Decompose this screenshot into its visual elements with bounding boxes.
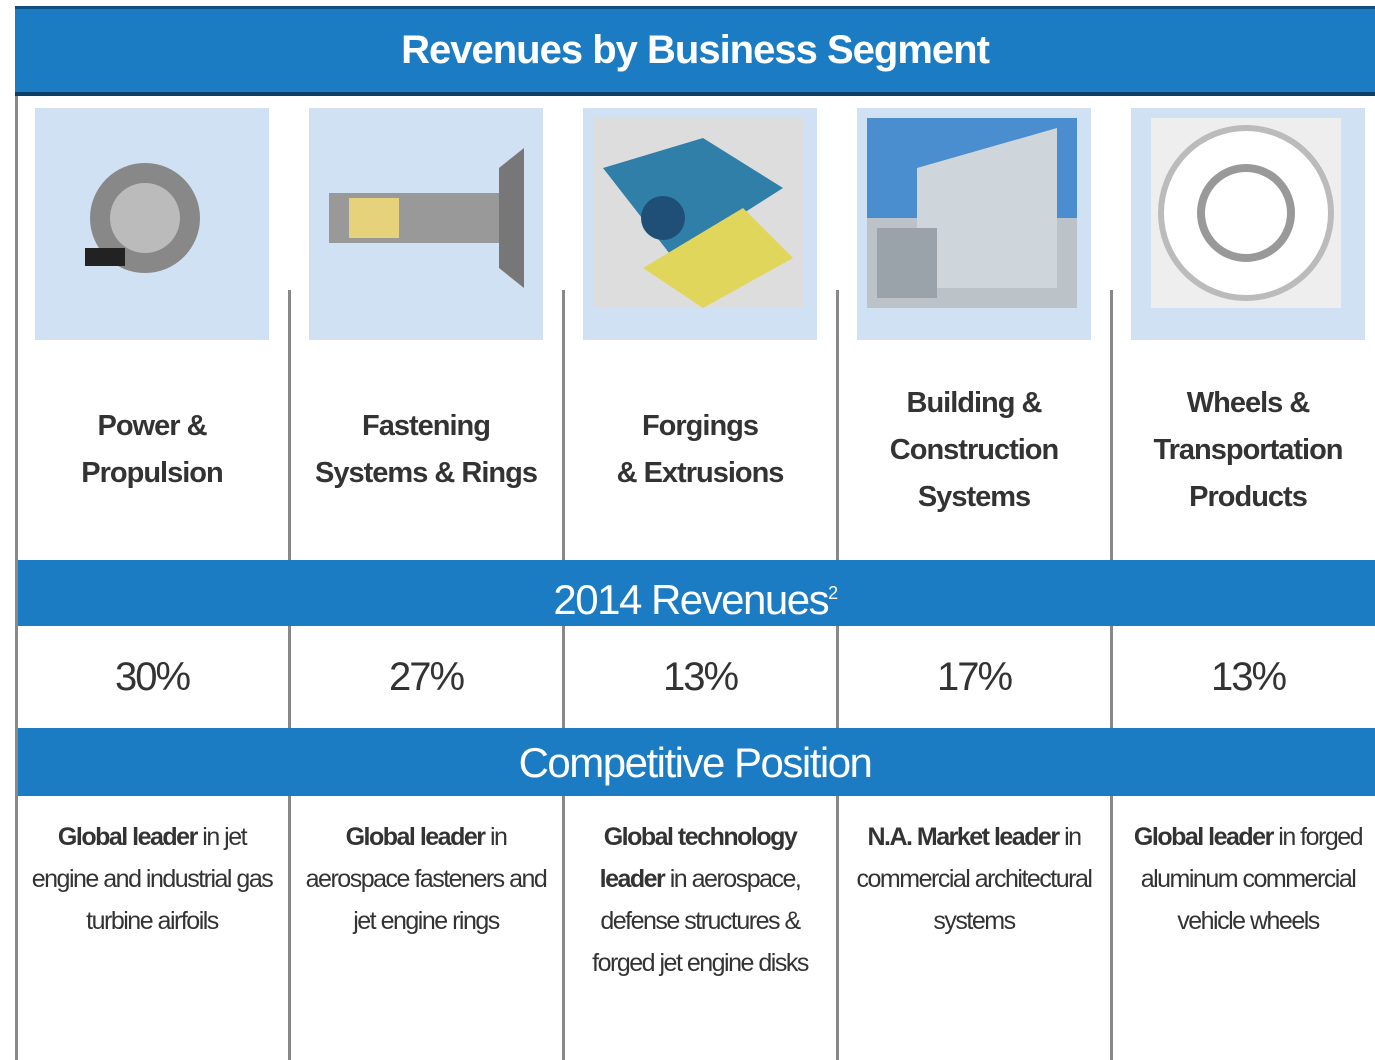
- column-divider: [288, 796, 291, 1060]
- page: {"title": "Revenues by Business Segment"…: [0, 0, 1375, 1060]
- competitive-position: Global leader in aerospace fasteners and…: [289, 796, 563, 1060]
- segment-name-line: Propulsion: [15, 450, 289, 497]
- revenue-share: 27%: [289, 626, 563, 728]
- column-divider: [562, 290, 565, 560]
- segment-icon: [583, 108, 817, 340]
- segment-name-line: Products: [1111, 474, 1375, 521]
- segment-icon: [857, 108, 1091, 340]
- title-bar: Revenues by Business Segment: [15, 6, 1375, 96]
- segment-icon: [309, 108, 543, 340]
- footnote-mark: 2: [828, 583, 837, 603]
- position-lead: N.A. Market leader: [867, 823, 1058, 851]
- segment-image: [1131, 108, 1365, 340]
- column-divider: [836, 796, 839, 1060]
- segment-name-line: Power &: [15, 403, 289, 450]
- segment-name-line: Forgings: [563, 403, 837, 450]
- segment-name: Forgings& Extrusions: [563, 340, 837, 560]
- revenues-band: 2014 Revenues2: [15, 560, 1375, 626]
- column-divider: [836, 626, 839, 728]
- segment-name: Power &Propulsion: [15, 340, 289, 560]
- segment-name-line: Construction: [837, 427, 1111, 474]
- column-divider: [836, 290, 839, 560]
- revenues-header: 2014 Revenues: [553, 576, 828, 623]
- competitive-position: Global technology leader in aerospace, d…: [563, 796, 837, 1060]
- revenue-share: 17%: [837, 626, 1111, 728]
- column-divider: [562, 626, 565, 728]
- position-lead: Global leader: [346, 823, 485, 851]
- column-divider: [288, 290, 291, 560]
- column-divider: [562, 796, 565, 1060]
- segment-image: [583, 108, 817, 340]
- title: Revenues by Business Segment: [401, 28, 989, 72]
- position-header: Competitive Position: [519, 739, 872, 786]
- competitive-position: Global leader in jet engine and industri…: [15, 796, 289, 1060]
- segment-image: [35, 108, 269, 340]
- position-band: Competitive Position: [15, 728, 1375, 796]
- revenue-share: 30%: [15, 626, 289, 728]
- segment-name-line: Building &: [837, 380, 1111, 427]
- segment-image: [309, 108, 543, 340]
- competitive-position: N.A. Market leader in commercial archite…: [837, 796, 1111, 1060]
- column-divider: [288, 626, 291, 728]
- segment-name-line: Fastening: [289, 403, 563, 450]
- column-divider: [1110, 796, 1113, 1060]
- segment-name-line: & Extrusions: [563, 450, 837, 497]
- segment-name-line: Transportation: [1111, 427, 1375, 474]
- segment-name-line: Systems: [837, 474, 1111, 521]
- segment-name-line: Wheels &: [1111, 380, 1375, 427]
- position-lead: Global leader: [58, 823, 197, 851]
- position-lead: Global leader: [1134, 823, 1273, 851]
- column-divider: [1110, 626, 1113, 728]
- column-divider: [1110, 290, 1113, 560]
- revenue-share: 13%: [1111, 626, 1375, 728]
- segment-icon: [35, 108, 269, 340]
- segment-icon: [1131, 108, 1365, 340]
- competitive-position: Global leader in forged aluminum commerc…: [1111, 796, 1375, 1060]
- revenue-share: 13%: [563, 626, 837, 728]
- segment-image: [857, 108, 1091, 340]
- segment-name-line: Systems & Rings: [289, 450, 563, 497]
